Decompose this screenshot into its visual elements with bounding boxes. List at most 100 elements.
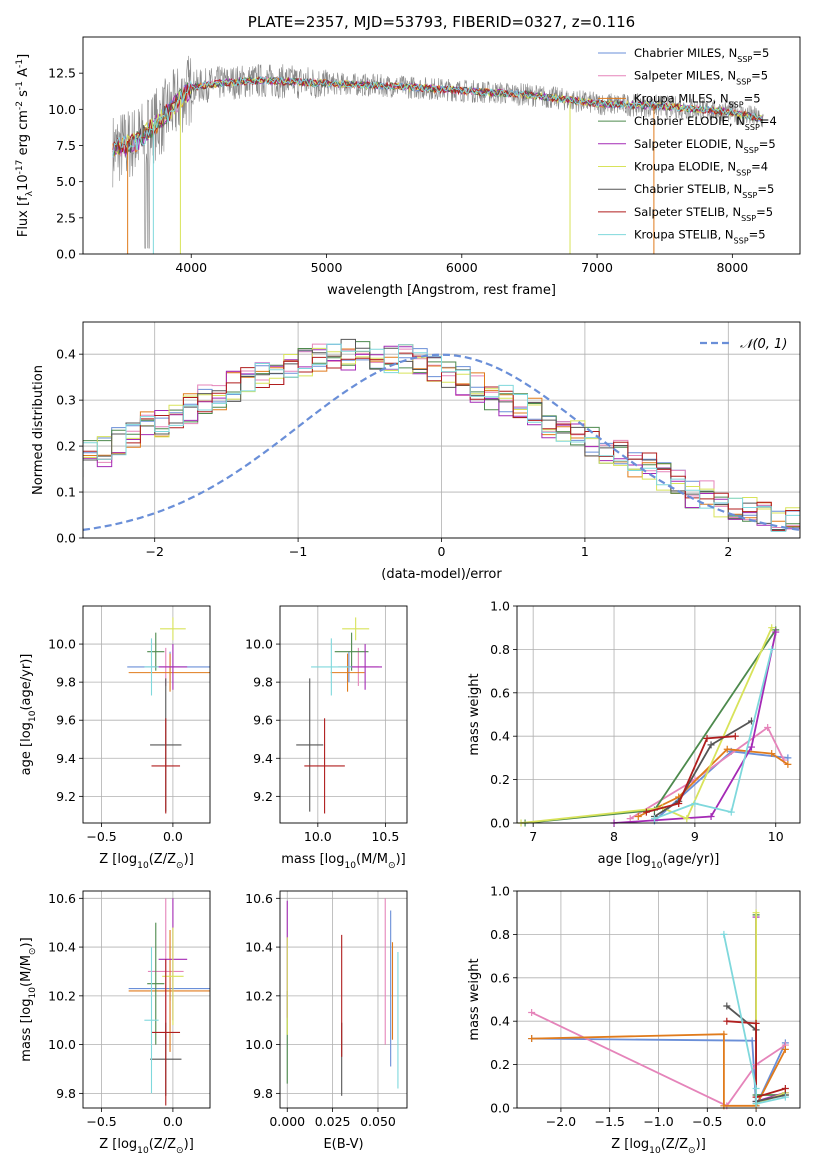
y-axis-label: mass weight xyxy=(467,673,482,755)
x-axis-label: mass [log10(M/M⊙)] xyxy=(281,852,405,871)
mass-weight-line xyxy=(654,720,752,818)
panel-7: −2.0 −1.5 −1.0 −0.5 0.0 0.0 0.2 0.4 0.6 0.8 1.0 Z [… xyxy=(467,884,801,1156)
y-tick-label: 0.8 xyxy=(490,927,510,942)
x-tick-label: 1 xyxy=(581,544,589,559)
panel-1: −2 −1 0 1 2 0.0 0.1 0.2 0.3 0.4 (data-model)/error… xyxy=(31,321,801,582)
mass-weight-marker xyxy=(528,1009,536,1017)
y-tick-label: 2.5 xyxy=(56,210,76,225)
panel-2: −0.5 0.0 9.2 9.4 9.6 9.8 10.0 Z [log10(Z/Z⊙)] ag… xyxy=(19,605,211,871)
residual-histogram xyxy=(83,343,800,532)
y-tick-label: 10.4 xyxy=(48,940,76,955)
panel-3: 10.0 10.5 9.2 9.4 9.6 9.8 10.0 mass [log10(M/M⊙… xyxy=(245,605,408,871)
mass-weight-marker xyxy=(720,930,728,938)
y-tick-label: 9.2 xyxy=(253,789,273,804)
y-tick-label: 0.4 xyxy=(490,729,510,744)
x-axis-label: Z [log10(Z/Z⊙)] xyxy=(99,1137,194,1156)
legend-label: Salpeter STELIB, NSSP=5 xyxy=(634,205,773,223)
y-tick-label: 0.6 xyxy=(490,970,510,985)
y-tick-label: 0.0 xyxy=(490,816,510,831)
mass-weight-marker xyxy=(727,808,735,816)
x-tick-label: 0.0 xyxy=(746,1114,766,1129)
y-tick-label: 9.8 xyxy=(56,1086,76,1101)
x-tick-label: −0.5 xyxy=(86,829,116,844)
residual-histogram xyxy=(83,343,800,532)
y-tick-label: 9.4 xyxy=(56,751,76,766)
x-tick-label: 7000 xyxy=(581,260,613,275)
mass-weight-line xyxy=(531,1037,787,1107)
mass-weight-line xyxy=(654,649,773,820)
x-tick-label: 0.000 xyxy=(269,1114,305,1129)
x-tick-label: 6000 xyxy=(446,260,478,275)
model-spectrum xyxy=(112,75,763,153)
mass-weight-marker xyxy=(784,760,792,768)
y-tick-label: 0.1 xyxy=(56,485,76,500)
residual-histogram xyxy=(83,352,800,534)
mass-weight-marker xyxy=(772,628,780,636)
x-tick-label: 0.0 xyxy=(163,1114,183,1129)
axes-frame xyxy=(279,890,408,1109)
y-tick-label: 9.2 xyxy=(56,789,76,804)
y-tick-label: 0.4 xyxy=(490,1014,510,1029)
y-tick-label: 0.0 xyxy=(490,1101,510,1116)
y-tick-label: 10.6 xyxy=(48,891,76,906)
y-tick-label: 10.2 xyxy=(48,988,76,1003)
y-tick-label: 10.6 xyxy=(245,891,273,906)
panel-0: 4000 5000 6000 7000 8000 0.0 2.5 5.0 7.5 10.0 12.5… xyxy=(15,13,801,298)
x-tick-label: 5000 xyxy=(311,260,343,275)
mass-weight-marker xyxy=(642,808,650,816)
y-tick-label: 7.5 xyxy=(56,138,76,153)
mass-weight-marker xyxy=(626,815,634,823)
x-tick-label: −2.0 xyxy=(546,1114,576,1129)
y-tick-label: 0.4 xyxy=(56,347,76,362)
legend-label: Kroupa STELIB, NSSP=5 xyxy=(634,228,766,246)
x-tick-label: 10.5 xyxy=(371,829,399,844)
mass-weight-line xyxy=(531,1011,786,1107)
normal-curve xyxy=(83,353,800,531)
y-tick-label: 10.0 xyxy=(245,1037,273,1052)
mass-weight-marker xyxy=(768,624,776,632)
y-tick-label: 9.4 xyxy=(253,751,273,766)
mass-weight-marker xyxy=(723,1002,731,1010)
mass-weight-line xyxy=(525,629,777,823)
mass-weight-marker xyxy=(731,732,739,740)
mass-weight-marker xyxy=(784,754,792,762)
mass-weight-marker xyxy=(768,750,776,758)
mass-weight-marker xyxy=(707,741,715,749)
legend-label: Salpeter ELODIE, NSSP=5 xyxy=(634,137,776,155)
y-tick-label: 0.0 xyxy=(56,247,76,262)
y-tick-label: 10.0 xyxy=(48,1037,76,1052)
x-tick-label: 10.0 xyxy=(304,829,332,844)
y-tick-label: 0.6 xyxy=(490,685,510,700)
mass-weight-line xyxy=(520,627,773,823)
x-tick-label: 8 xyxy=(610,829,618,844)
x-tick-label: −1.0 xyxy=(643,1114,673,1129)
mass-weight-marker xyxy=(781,1084,789,1092)
y-tick-label: 0.8 xyxy=(490,642,510,657)
chart-title: PLATE=2357, MJD=53793, FIBERID=0327, z=0… xyxy=(248,13,635,31)
mass-weight-marker xyxy=(528,1035,536,1043)
mass-weight-marker xyxy=(752,1084,760,1092)
legend-label: Kroupa MILES, NSSP=5 xyxy=(634,91,761,109)
y-tick-label: 0.2 xyxy=(56,439,76,454)
x-tick-label: 10 xyxy=(768,829,784,844)
axes-frame xyxy=(82,605,211,824)
mass-weight-marker xyxy=(781,1045,789,1053)
legend-label: Chabrier STELIB, NSSP=5 xyxy=(634,182,774,200)
y-axis-label: Normed distribution xyxy=(31,365,46,495)
axes-frame xyxy=(82,321,801,539)
x-tick-label: 0.025 xyxy=(315,1114,351,1129)
y-tick-label: 9.6 xyxy=(56,713,76,728)
y-axis-label: age [log10(age/yr)] xyxy=(19,654,38,776)
y-tick-label: 9.8 xyxy=(253,675,273,690)
panel-5: −0.5 0.0 9.8 10.0 10.2 10.4 10.6 Z [log10(Z/Z⊙)… xyxy=(19,890,211,1156)
x-axis-label: E(B-V) xyxy=(323,1137,363,1152)
panel-4: 7 8 9 10 0.0 0.2 0.4 0.6 0.8 1.0 age [log10(age/yr… xyxy=(467,599,801,871)
mass-weight-line xyxy=(646,735,736,813)
mass-weight-marker xyxy=(768,645,776,653)
y-tick-label: 1.0 xyxy=(490,599,510,614)
axes-frame xyxy=(82,36,801,255)
y-tick-label: 10.4 xyxy=(245,940,273,955)
mass-weight-marker xyxy=(650,815,658,823)
y-tick-label: 9.6 xyxy=(253,713,273,728)
